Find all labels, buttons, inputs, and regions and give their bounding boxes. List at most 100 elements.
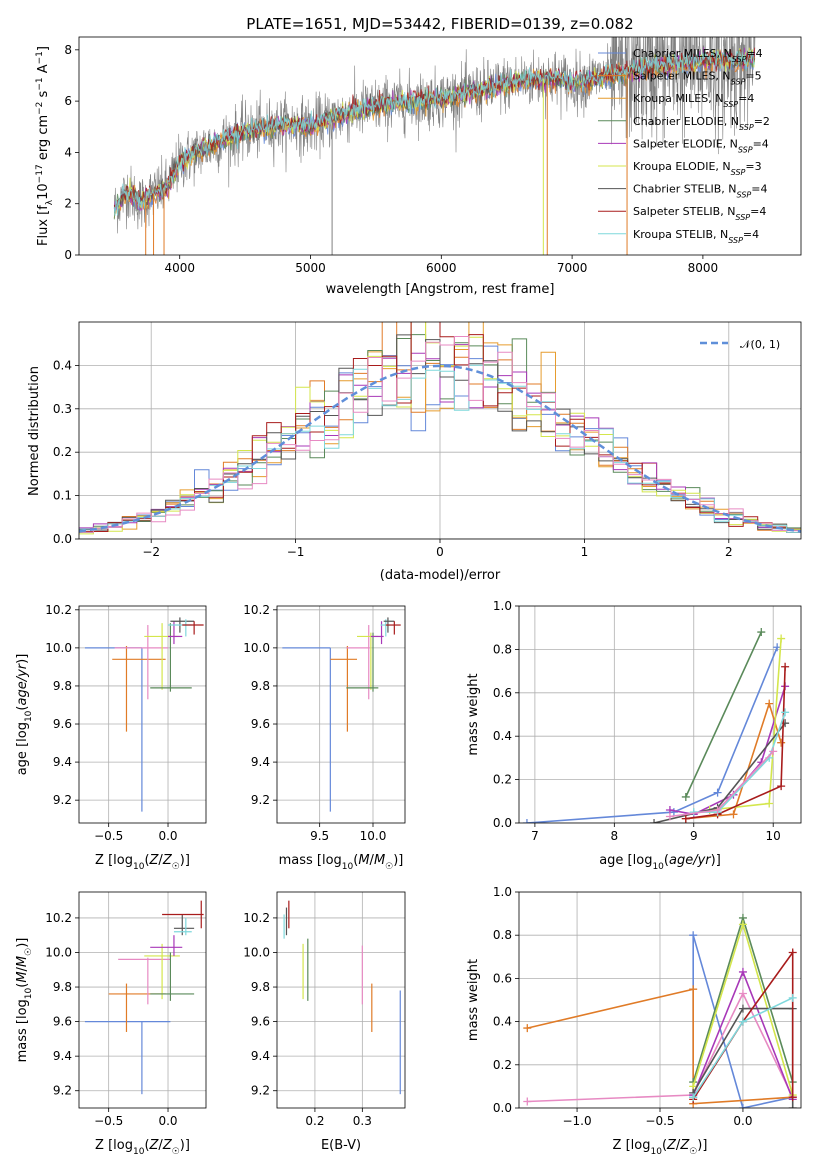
xtick-label: 9: [690, 829, 698, 843]
errorbar-point: [385, 621, 401, 635]
ytick-label: 1.0: [493, 885, 512, 899]
errorbar-point: [346, 625, 370, 700]
errorbar-point: [173, 917, 192, 936]
weight_vs_Z-xlabel: Z [log10(Z/Z☉)]: [613, 1138, 708, 1157]
ytick-label: 6: [64, 94, 72, 108]
age_vs_mass-xlabel: mass [log10(M/M☉)]: [279, 853, 404, 872]
spectrum-model-line: [113, 49, 756, 216]
weight-marker: [729, 810, 738, 819]
spectrum-xlabel: wavelength [Angstrom, rest frame]: [326, 282, 555, 297]
weight-marker: [681, 792, 690, 801]
weight-series: [522, 643, 782, 823]
axes-age_vs_Z: −0.5 0.0 9.2 9.4 9.6 9.8 10.0 10.2 Z [log10(Z/Z☉…: [15, 603, 207, 872]
weight_vs_Z-ylabel: mass weight: [466, 959, 481, 1041]
weight-marker: [713, 805, 722, 814]
ytick-label: 0.4: [53, 358, 72, 372]
xtick-label: −0.5: [94, 1114, 123, 1128]
xtick-label: −1: [287, 545, 305, 559]
xtick-label: −1.0: [562, 1114, 591, 1128]
ytick-label: 4: [64, 145, 72, 159]
weight-line: [685, 666, 786, 820]
ytick-label: 9.4: [251, 1049, 270, 1063]
axes-spectrum: 4000 5000 6000 7000 8000 0 2 4 6 8 Chabrier MILES,…: [35, 36, 802, 297]
errorbar-point: [150, 952, 195, 1001]
weight-marker: [777, 634, 786, 643]
ytick-label: 0.2: [493, 1058, 512, 1072]
ytick-label: 9.2: [53, 1084, 72, 1098]
axes-age_vs_mass: 9.5 10.0 9.2 9.4 9.6 9.8 10.0 10.2 mass [log10(M…: [243, 603, 406, 872]
ytick-label: 10.2: [243, 603, 270, 617]
plot-area-weight_vs_age: [519, 606, 801, 823]
weight-marker: [765, 699, 774, 708]
xtick-label: 10: [766, 829, 781, 843]
errorbar-point: [330, 645, 357, 732]
weight-series: [681, 662, 790, 823]
weight-marker: [788, 993, 797, 1002]
ytick-label: 9.8: [53, 679, 72, 693]
plot-area-mass_vs_EBV: [277, 892, 405, 1108]
legend-entry: Chabrier ELODIE, NSSP=2: [633, 115, 770, 132]
grid-age_vs_mass: [277, 606, 405, 823]
errorbar-point: [112, 645, 166, 732]
legend-entry: Salpeter MILES, NSSP=5: [633, 70, 762, 87]
age_vs_Z-xlabel: Z [log10(Z/Z☉)]: [95, 853, 190, 872]
mass_vs_EBV-xlabel: E(B-V): [321, 1138, 361, 1153]
normal-curve: [79, 364, 801, 533]
ytick-label: 0.0: [493, 816, 512, 830]
errorbar-point: [182, 621, 204, 635]
axes-frame: [518, 891, 802, 1109]
mass_vs_Z-xlabel: Z [log10(Z/Z☉)]: [95, 1138, 190, 1157]
xtick-label: 4000: [164, 261, 195, 275]
errorbar-point: [357, 632, 379, 690]
errorbar-point: [282, 647, 331, 812]
xtick-label: 8: [611, 829, 619, 843]
weight-marker: [522, 819, 531, 823]
ytick-label: 10.0: [243, 945, 270, 959]
xtick-label: −0.5: [94, 829, 123, 843]
grid-weight_vs_age: [519, 606, 801, 823]
errorbar-point: [108, 983, 166, 1032]
legend-entry: Chabrier MILES, NSSP=4: [633, 47, 763, 64]
errorbar-point: [162, 900, 204, 929]
ytick-label: 0.2: [493, 773, 512, 787]
xtick-label: 9.5: [310, 829, 329, 843]
weight_vs_age-ylabel: mass weight: [466, 673, 481, 755]
axes-mass_vs_EBV: 0.2 0.3 9.2 9.4 9.6 9.8 10.0 10.2 E(B-V): [243, 891, 406, 1153]
ytick-label: 9.2: [251, 1084, 270, 1098]
axes-mass_vs_Z: −0.5 0.0 9.2 9.4 9.6 9.8 10.0 10.2 Z [log10(Z/Z☉…: [15, 891, 207, 1157]
spectrum-legend: Chabrier MILES, NSSP=4 Salpeter MILES, NS…: [598, 47, 770, 244]
residual-histogram: [79, 334, 801, 531]
weight-marker: [681, 814, 690, 823]
ytick-label: 8: [64, 43, 72, 57]
xtick-label: 8000: [688, 261, 719, 275]
xtick-label: 7: [531, 829, 539, 843]
weight-series: [665, 747, 778, 821]
ytick-label: 9.4: [251, 755, 270, 769]
xtick-label: 0.0: [158, 829, 177, 843]
weight-marker: [765, 799, 774, 808]
weight-marker: [788, 1104, 797, 1108]
ytick-label: 0.0: [493, 1101, 512, 1115]
weight-series: [523, 989, 797, 1106]
weight-series: [689, 993, 797, 1102]
ytick-label: 9.8: [251, 679, 270, 693]
weight-marker: [738, 920, 747, 929]
weight-marker: [781, 708, 790, 717]
weight-marker: [777, 782, 786, 791]
grid-mass_vs_EBV: [277, 892, 405, 1108]
ytick-label: 9.6: [251, 1015, 270, 1029]
ytick-label: 0.1: [53, 489, 72, 503]
plot-area-age_vs_mass: [277, 606, 405, 823]
axes-weight_vs_age: 7 8 9 10 0.0 0.2 0.4 0.6 0.8 1.0 age [log10(age/yr…: [466, 599, 802, 872]
mass_vs_Z-ylabel: mass [log10(M/M☉)]: [15, 938, 34, 1063]
age_vs_Z-ylabel: age [log10(age/yr)]: [15, 654, 34, 776]
legend-entry: Salpeter ELODIE, NSSP=4: [633, 137, 769, 154]
axes-residuals: −2 −1 0 1 2 0.0 0.1 0.2 0.3 0.4 𝒩(0, 1) (data-model…: [27, 321, 802, 583]
weight-marker: [523, 1097, 532, 1106]
legend-entry: Salpeter STELIB, NSSP=4: [633, 205, 766, 222]
axes-frame: [518, 605, 802, 824]
xtick-label: 0.0: [733, 1114, 752, 1128]
errorbar-point: [84, 1020, 171, 1095]
errorbar-point: [150, 623, 192, 692]
ytick-label: 9.8: [251, 980, 270, 994]
